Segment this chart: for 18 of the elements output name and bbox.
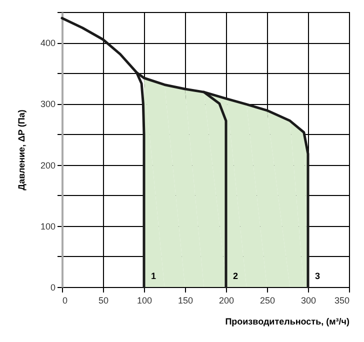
- x-tick-label: 300: [300, 296, 316, 306]
- y-tick-label: 0: [50, 282, 56, 292]
- x-tick-label: 150: [178, 296, 194, 306]
- y-axis-title: Давление, ΔP (Па): [16, 110, 26, 190]
- x-axis-title: Производительность, (м³/ч): [225, 316, 350, 326]
- y-tick-label: 400: [40, 38, 56, 48]
- series-label: 3: [315, 271, 320, 281]
- x-tick-label: 350: [334, 296, 350, 306]
- y-tick-label: 200: [40, 160, 56, 170]
- series-label: 2: [233, 271, 238, 281]
- series-label: 1: [151, 271, 156, 281]
- y-tick-label: 300: [40, 99, 56, 110]
- x-tick-label: 100: [136, 296, 152, 306]
- x-tick-label: 0: [62, 296, 68, 306]
- y-tick-label: 100: [40, 221, 56, 232]
- x-tick-label: 250: [260, 296, 276, 306]
- x-tick-label: 200: [218, 296, 234, 306]
- x-tick-label: 50: [98, 296, 109, 306]
